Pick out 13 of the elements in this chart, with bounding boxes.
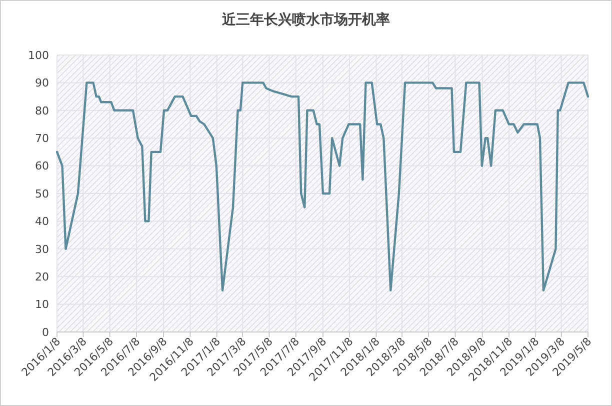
y-tick-label: 10 <box>35 298 49 312</box>
y-tick-label: 40 <box>35 215 49 228</box>
y-tick-label: 90 <box>35 76 49 90</box>
y-tick-label: 50 <box>35 187 49 200</box>
line-series <box>56 82 590 292</box>
y-tick-label: 0 <box>42 326 49 339</box>
y-tick-label: 60 <box>35 160 49 173</box>
chart-title: 近三年长兴喷水市场开机率 <box>221 11 390 28</box>
y-tick-label: 80 <box>35 104 49 118</box>
y-tick-label: 70 <box>35 132 49 145</box>
y-tick-label: 30 <box>35 242 49 256</box>
y-tick-label: 20 <box>35 270 49 284</box>
y-tick-label: 100 <box>28 48 49 62</box>
